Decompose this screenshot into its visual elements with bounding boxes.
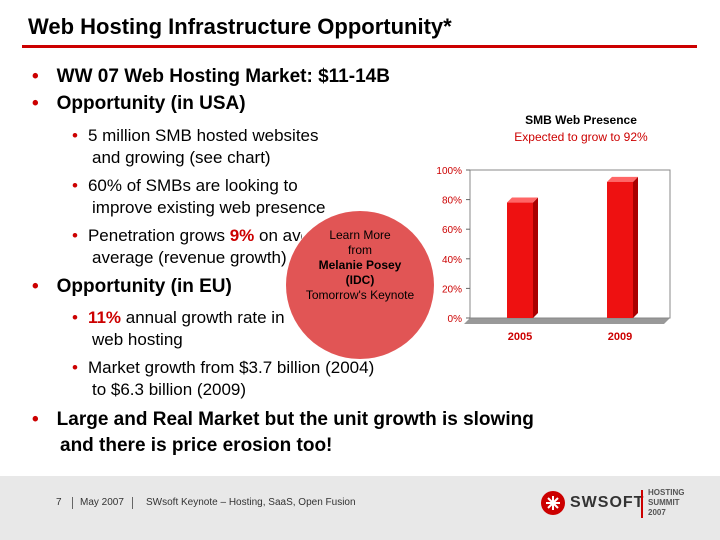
x-tick-label: 2009 [608,331,632,343]
bullet-dot-icon: • [72,308,78,327]
footer-brand-divider [641,490,643,518]
bar-side [533,197,538,318]
bullet-dot-icon: • [32,276,39,297]
chart-subtitle: Expected to grow to 92% [514,130,648,144]
y-tick-label: 80% [442,196,462,207]
bullet-dot-icon: • [32,66,39,87]
chart-floor [464,318,670,324]
footer-brand: SWSOFT [570,494,645,511]
bullet-dot-icon: • [72,176,78,195]
y-tick-label: 40% [442,255,462,266]
chart-title: SMB Web Presence [525,113,637,127]
sub-bullet-eu-growth: • 11% annual growth rate in web hosting [72,308,285,349]
bullet-dot-icon: • [72,226,78,245]
footer-event: SWsoft Keynote – Hosting, SaaS, Open Fus… [146,497,356,508]
keynote-callout-text: Learn More from Melanie Posey (IDC) Tomo… [305,228,415,302]
bullet-dot-icon: • [32,409,39,430]
bullet-dot-icon: • [72,126,78,145]
footer-page-number: 7 [56,497,62,508]
y-tick-label: 20% [442,284,462,295]
bullet-opportunity-eu: • Opportunity (in EU) [32,276,232,297]
keynote-callout-circle [286,211,434,359]
swsoft-logo-icon [541,491,565,515]
hosting-summit-mark: HOSTING SUMMIT 2007 [648,488,685,517]
footer-bar [0,476,720,540]
title-divider [22,45,697,48]
y-tick-label: 0% [448,314,463,325]
footer-date: May 2007 [80,497,124,508]
bar-side [633,176,638,318]
bar-2009 [607,181,633,318]
bullet-conclusion: • Large and Real Market but the unit grow… [32,409,534,456]
chart-plot-area [469,169,671,319]
bullet-ww-market: • WW 07 Web Hosting Market: $11-14B [32,66,390,87]
x-tick-label: 2005 [508,331,532,343]
bullet-opportunity-usa: • Opportunity (in USA) [32,93,246,114]
footer-separator [132,497,133,509]
slide-title: Web Hosting Infrastructure Opportunity* [28,14,452,39]
bullet-dot-icon: • [32,93,39,114]
bar-2005 [507,202,533,318]
y-tick-label: 60% [442,225,462,236]
sub-bullet-smb-websites: • 5 million SMB hosted websites and growi… [72,126,319,167]
bullet-dot-icon: • [72,358,78,377]
sub-bullet-eu-market: • Market growth from $3.7 billion (2004) … [72,358,375,399]
smb-web-presence-chart: 0% 20% 40% 60% 80% 100% 2005 2009 [436,166,671,343]
footer-separator [72,497,73,509]
sub-bullet-smb-improve: • 60% of SMBs are looking to improve exis… [72,176,326,217]
bar-top [607,176,638,182]
bar-top [507,197,538,203]
sub-bullet-penetration: •Penetration grows 9% on average average… [72,226,302,267]
y-tick-label: 100% [436,166,462,177]
